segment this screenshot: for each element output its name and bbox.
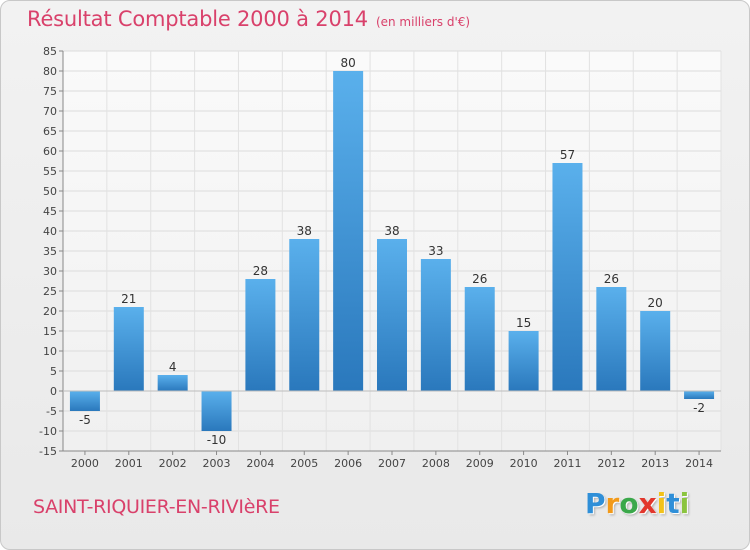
y-tick-label: 55 bbox=[43, 165, 57, 178]
labels-layer: -5 21 4 -10 28 38 80 38 33 26 15 57 26 20 -2 bbox=[79, 56, 705, 447]
bar bbox=[596, 287, 627, 391]
x-tick-label: 2004 bbox=[246, 457, 274, 470]
y-tick-label: 20 bbox=[43, 305, 57, 318]
bar bbox=[333, 71, 364, 391]
x-tick-label: 2003 bbox=[203, 457, 231, 470]
x-tick-label: 2006 bbox=[334, 457, 362, 470]
data-label: 57 bbox=[560, 148, 575, 162]
data-label: 4 bbox=[169, 360, 177, 374]
data-label: -2 bbox=[693, 401, 705, 415]
bar bbox=[377, 239, 407, 391]
y-tick-label: 50 bbox=[43, 185, 57, 198]
x-tick-label: 2014 bbox=[685, 457, 713, 470]
y-tick-label: 35 bbox=[43, 245, 57, 258]
chart-title: Résultat Comptable 2000 à 2014 bbox=[27, 7, 368, 31]
bar bbox=[640, 311, 671, 391]
bar bbox=[157, 375, 188, 391]
x-tick-label: 2005 bbox=[290, 457, 318, 470]
y-tick-label: 15 bbox=[43, 325, 57, 338]
data-label: 33 bbox=[428, 244, 443, 258]
logo-letter: x bbox=[638, 487, 657, 520]
y-tick-label: 60 bbox=[43, 145, 57, 158]
data-label: -5 bbox=[79, 413, 91, 427]
data-label: 26 bbox=[472, 272, 487, 286]
bar bbox=[113, 307, 144, 391]
chart-subtitle: (en milliers d'€) bbox=[375, 15, 471, 29]
x-tick-label: 2001 bbox=[115, 457, 143, 470]
x-tick-label: 2010 bbox=[510, 457, 538, 470]
data-label: 38 bbox=[297, 224, 312, 238]
y-tick-label: 80 bbox=[43, 65, 57, 78]
logo-letter: P bbox=[585, 487, 606, 520]
x-tick-label: 2007 bbox=[378, 457, 406, 470]
proxiti-logo[interactable]: Proxiti bbox=[585, 487, 689, 520]
data-label: 80 bbox=[340, 56, 355, 70]
data-label: 38 bbox=[384, 224, 399, 238]
y-tick-label: 75 bbox=[43, 85, 57, 98]
logo-letter: i bbox=[656, 487, 667, 520]
bar bbox=[508, 331, 539, 391]
logo-letter: t bbox=[666, 487, 680, 520]
data-label: 21 bbox=[121, 292, 136, 306]
x-tick-label: 2009 bbox=[466, 457, 494, 470]
bar bbox=[552, 163, 583, 391]
x-tick-label: 2002 bbox=[159, 457, 187, 470]
x-tick-label: 2011 bbox=[553, 457, 581, 470]
data-label: 26 bbox=[604, 272, 619, 286]
bar bbox=[69, 391, 100, 411]
y-tick-label: 10 bbox=[43, 345, 57, 358]
y-tick-label: 85 bbox=[43, 45, 57, 58]
y-tick-label: -10 bbox=[39, 425, 57, 438]
x-tick-label: 2013 bbox=[641, 457, 669, 470]
y-tick-label: 25 bbox=[43, 285, 57, 298]
y-tick-label: -15 bbox=[39, 445, 57, 458]
commune-name: SAINT-RIQUIER-EN-RIVIèRE bbox=[33, 496, 280, 518]
bar bbox=[420, 259, 451, 391]
bars-layer bbox=[69, 71, 715, 431]
x-tick-label: 2012 bbox=[597, 457, 625, 470]
bar bbox=[201, 391, 232, 431]
x-tick-label: 2000 bbox=[71, 457, 99, 470]
axis-layer: -15 -10 -5 0 5 10 15 20 25 30 35 40 45 50 55 60 65 70 75 80… bbox=[39, 45, 721, 470]
bar bbox=[245, 279, 276, 391]
y-tick-label: 5 bbox=[50, 365, 57, 378]
y-tick-label: 45 bbox=[43, 205, 57, 218]
logo-letter: o bbox=[619, 487, 639, 520]
data-label: -10 bbox=[207, 433, 227, 447]
x-tick-label: 2008 bbox=[422, 457, 450, 470]
y-tick-label: 40 bbox=[43, 225, 57, 238]
data-label: 20 bbox=[648, 296, 663, 310]
bar bbox=[684, 391, 715, 399]
logo-letter: i bbox=[679, 487, 690, 520]
bar bbox=[464, 287, 495, 391]
y-tick-label: 30 bbox=[43, 265, 57, 278]
y-tick-label: -5 bbox=[46, 405, 57, 418]
title-row: Résultat Comptable 2000 à 2014 (en millie… bbox=[27, 7, 470, 31]
bar bbox=[289, 239, 320, 391]
data-label: 28 bbox=[253, 264, 268, 278]
y-tick-label: 65 bbox=[43, 125, 57, 138]
y-tick-label: 70 bbox=[43, 105, 57, 118]
data-label: 15 bbox=[516, 316, 531, 330]
logo-letter: r bbox=[605, 487, 620, 520]
y-tick-label: 0 bbox=[50, 385, 57, 398]
